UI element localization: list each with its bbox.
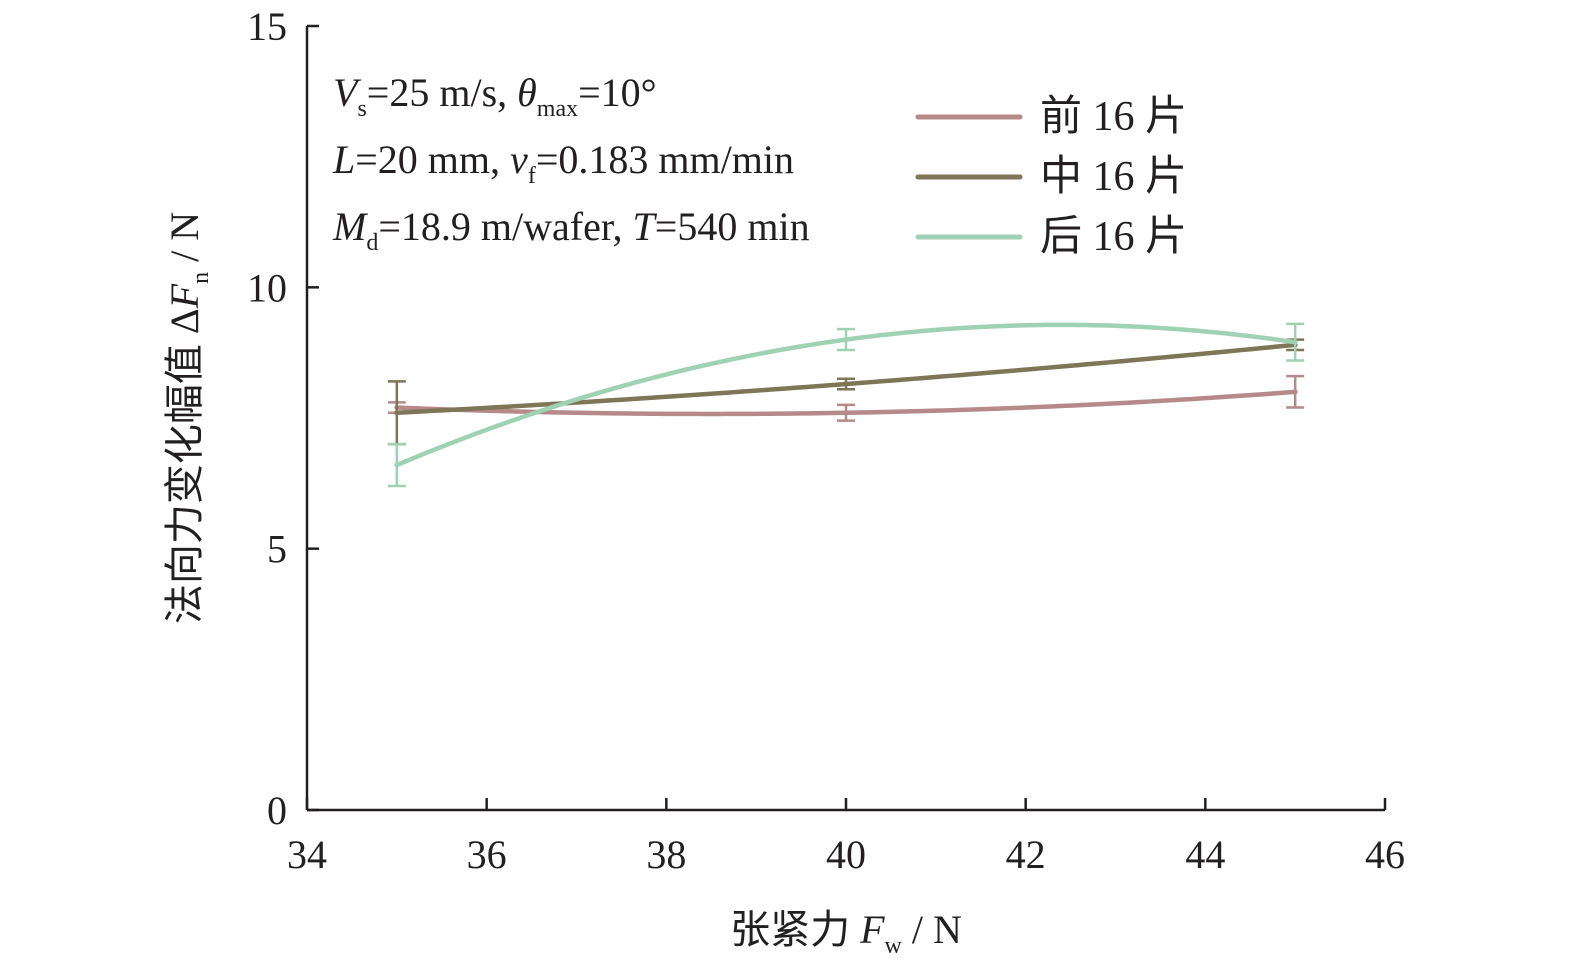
- x-axis-title: 张紧力 Fw / N: [730, 907, 962, 959]
- y-ticks: 0 5 10 15: [247, 4, 319, 833]
- y-tick-label-0: 0: [267, 788, 287, 833]
- series-line-3: [394, 322, 1298, 468]
- annotation-line-1: Vs=25 m/s, θmax=10°: [333, 70, 657, 122]
- y-axis-title: 法向力变化幅值 ΔFn / N: [162, 212, 214, 624]
- series-2: [387, 338, 1305, 446]
- legend-label-2: 中 16 片: [1040, 154, 1187, 200]
- x-tick-label-3: 40: [826, 832, 866, 877]
- x-ticks: 34 36 38 40 42 44 46: [287, 798, 1405, 877]
- series-layer: [387, 322, 1305, 488]
- x-tick-label-0: 34: [287, 832, 327, 877]
- annotations: Vs=25 m/s, θmax=10° L=20 mm, vf=0.183 mm…: [332, 70, 810, 256]
- x-tick-label-4: 42: [1006, 832, 1046, 877]
- y-tick-label-2: 10: [247, 265, 287, 310]
- y-tick-label-1: 5: [267, 527, 287, 572]
- legend-label-3: 后 16 片: [1040, 214, 1187, 260]
- annotation-line-3: Md=18.9 m/wafer, T=540 min: [332, 204, 810, 256]
- x-tick-label-6: 46: [1365, 832, 1405, 877]
- series-line-2: [394, 342, 1298, 416]
- series-3: [387, 322, 1305, 488]
- y-tick-label-3: 15: [247, 4, 287, 49]
- x-tick-label-1: 36: [467, 832, 507, 877]
- series-line-1: [394, 389, 1298, 417]
- annotation-line-2: L=20 mm, vf=0.183 mm/min: [332, 137, 794, 189]
- x-tick-label-2: 38: [646, 832, 686, 877]
- x-tick-label-5: 44: [1185, 832, 1225, 877]
- legend: 前 16 片 中 16 片 后 16 片: [915, 94, 1187, 260]
- legend-label-1: 前 16 片: [1040, 94, 1187, 140]
